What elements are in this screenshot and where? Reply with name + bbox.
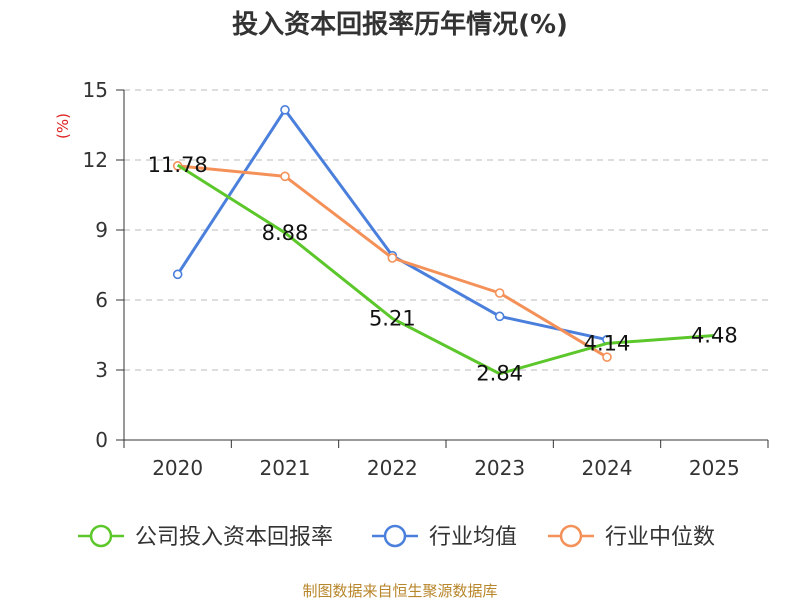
series-lines [172, 105, 715, 376]
x-tick-label: 2020 [152, 456, 203, 480]
data-labels: 11.78 8.88 5.21 2.84 4.14 4.48 [148, 153, 738, 386]
legend-marker-icon [559, 524, 583, 548]
data-point [494, 288, 505, 298]
data-point [280, 171, 290, 182]
series-line-0 [176, 163, 715, 376]
legend-label: 公司投入资本回报率 [135, 525, 333, 550]
data-label: 4.48 [691, 323, 738, 347]
series-line-1 [176, 108, 608, 342]
x-tick-label: 2023 [474, 456, 525, 480]
x-tick-label: 2024 [582, 456, 633, 480]
legend-marker-icon [89, 524, 113, 548]
data-source-note: 制图数据来自恒生聚源数据库 [302, 582, 497, 600]
axes: 0 3 6 9 12 15 2020 2021 2022 2023 2024 2025 [83, 78, 769, 480]
data-point [602, 352, 612, 362]
data-point [387, 253, 398, 263]
x-tick-label: 2021 [260, 456, 311, 480]
legend-label: 行业均值 [429, 525, 517, 550]
legend-item-0: 公司投入资本回报率 [78, 524, 333, 550]
data-label: 11.78 [148, 153, 208, 177]
y-tick-label: 12 [83, 148, 108, 172]
chart-title: 投入资本回报率历年情况(%) [232, 9, 568, 40]
x-tick-label: 2022 [367, 456, 418, 480]
y-tick-label: 6 [95, 288, 108, 312]
data-label: 4.14 [584, 331, 631, 355]
grid-lines [124, 89, 768, 371]
legend-marker-icon [383, 524, 407, 548]
data-label: 5.21 [369, 306, 416, 330]
y-tick-label: 9 [95, 218, 108, 242]
x-tick-label: 2025 [689, 456, 740, 480]
data-label: 2.84 [476, 362, 523, 386]
data-point [172, 269, 183, 280]
y-tick-label: 3 [95, 358, 108, 382]
legend-label: 行业中位数 [605, 525, 715, 550]
data-point [280, 105, 290, 115]
y-axis-unit-label: (%) [54, 113, 72, 139]
legend-item-2: 行业中位数 [548, 524, 715, 550]
legend: 公司投入资本回报率 行业均值 行业中位数 [78, 524, 715, 550]
data-point [494, 311, 505, 322]
y-tick-label: 15 [83, 78, 108, 102]
y-tick-label: 0 [95, 428, 108, 452]
data-label: 8.88 [262, 221, 309, 245]
legend-item-1: 行业均值 [372, 524, 517, 550]
